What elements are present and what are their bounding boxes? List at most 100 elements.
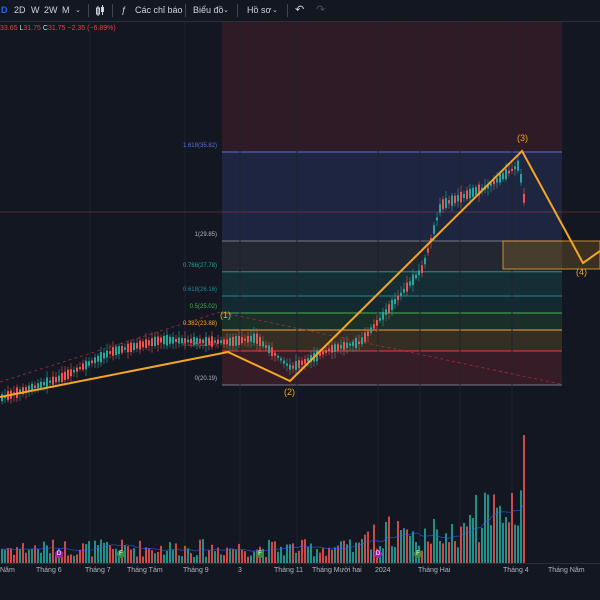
dividend-event-icon[interactable]: D (374, 550, 382, 558)
candle-body (421, 265, 423, 273)
volume-bar (154, 553, 156, 563)
wave-1-label: (1) (220, 310, 231, 320)
candle-body (409, 281, 411, 286)
candle-body (55, 377, 57, 383)
volume-bar (487, 494, 489, 563)
volume-bar (451, 524, 453, 563)
candle-body (136, 342, 138, 349)
candle-body (82, 363, 84, 370)
candle-body (199, 338, 201, 344)
volume-bar (397, 521, 399, 563)
candle-body (454, 195, 456, 204)
fib-zone (222, 240, 562, 272)
volume-bar (307, 546, 309, 563)
profile-chevron-down-icon[interactable]: ⌄ (272, 7, 278, 14)
candle-body (268, 345, 270, 353)
time-axis-label: Tháng 4 (503, 567, 529, 574)
candle-body (265, 345, 267, 348)
candle-body (397, 295, 399, 301)
volume-bar (157, 552, 159, 563)
candle-body (361, 337, 363, 345)
volume-bar (145, 547, 147, 563)
candle-body (400, 292, 402, 296)
candlestick-series (1, 154, 525, 405)
interval-2d-button[interactable]: 2D (14, 5, 26, 15)
volume-bar (517, 525, 519, 563)
candle-body (346, 342, 348, 349)
wave-3-label: (3) (517, 133, 528, 143)
volume-bar (253, 551, 255, 563)
volume-bar (355, 542, 357, 563)
toolbar-divider (287, 4, 288, 17)
volume-bar (265, 556, 267, 563)
volume-bar (466, 526, 468, 563)
volume-bar (46, 545, 48, 563)
volume-bar (196, 555, 198, 563)
volume-bar (301, 539, 303, 563)
volume-bar (115, 548, 117, 563)
time-axis-label: Tháng 9 (183, 567, 209, 574)
fib-zone (222, 22, 562, 152)
volume-bar (124, 545, 126, 563)
profile-button[interactable]: Hồ sơ (247, 5, 272, 15)
volume-bar (367, 531, 369, 563)
candle-body (91, 360, 93, 364)
indicators-button[interactable]: Các chỉ báo (135, 5, 183, 15)
interval-2w-button[interactable]: 2W (44, 5, 58, 15)
candle-body (1, 394, 3, 402)
volume-bar (142, 556, 144, 563)
volume-bar (514, 524, 516, 563)
candle-body (61, 372, 63, 383)
financials-event-icon[interactable]: F (117, 550, 125, 558)
symbol-interval-tail[interactable]: D (1, 5, 8, 15)
trend-dashed-line (0, 311, 561, 385)
candle-body (481, 187, 483, 190)
volume-bar (94, 540, 96, 563)
interval-w-button[interactable]: W (31, 5, 40, 15)
candle-body (67, 369, 69, 380)
candle-body (394, 298, 396, 304)
candle-body (301, 360, 303, 365)
volume-bar (304, 539, 306, 563)
volume-bar (241, 549, 243, 563)
volume-bar (349, 539, 351, 563)
candle-body (376, 320, 378, 326)
financials-event-icon[interactable]: F (256, 550, 264, 558)
volume-bar (151, 550, 153, 563)
fx-icon[interactable]: ƒ (121, 5, 127, 15)
dividend-event-icon[interactable]: D (55, 550, 63, 558)
financials-event-icon[interactable]: F (414, 550, 422, 558)
volume-bar (49, 553, 51, 563)
interval-dropdown-chevron-icon[interactable]: ⌄ (75, 7, 81, 14)
volume-bar (319, 552, 321, 563)
volume-bar (409, 535, 411, 563)
candle-body (22, 387, 24, 395)
price-chart-canvas[interactable] (0, 22, 600, 563)
candle-body (25, 387, 27, 393)
volume-bar (448, 542, 450, 563)
candle-body (502, 173, 504, 180)
candle-body (424, 257, 426, 265)
volume-bar (10, 548, 12, 563)
candle-body (283, 360, 285, 364)
volume-bar (385, 521, 387, 563)
candle-body (211, 336, 213, 347)
elliott-wave-path (0, 149, 600, 398)
layout-button[interactable]: Biểu đồ (193, 5, 224, 15)
volume-bar (424, 528, 426, 563)
candles-icon[interactable] (95, 0, 105, 21)
redo-icon[interactable]: ↷ (316, 4, 326, 16)
interval-m-button[interactable]: M (62, 5, 70, 15)
candle-body (205, 336, 207, 346)
candle-body (163, 335, 165, 345)
layout-chevron-down-icon[interactable]: ⌄ (223, 7, 229, 14)
volume-bar (148, 548, 150, 563)
volume-bar (226, 547, 228, 563)
undo-icon[interactable]: ↶ (295, 4, 305, 16)
time-axis[interactable]: Năm Tháng 6 Tháng 7 Tháng Tám Tháng 9 3 … (0, 563, 600, 577)
fib-retracement-lines (222, 151, 562, 386)
candle-body (76, 367, 78, 372)
fib-zone (222, 351, 562, 385)
candle-body (295, 361, 297, 371)
high-value: 33.65 (0, 25, 18, 32)
